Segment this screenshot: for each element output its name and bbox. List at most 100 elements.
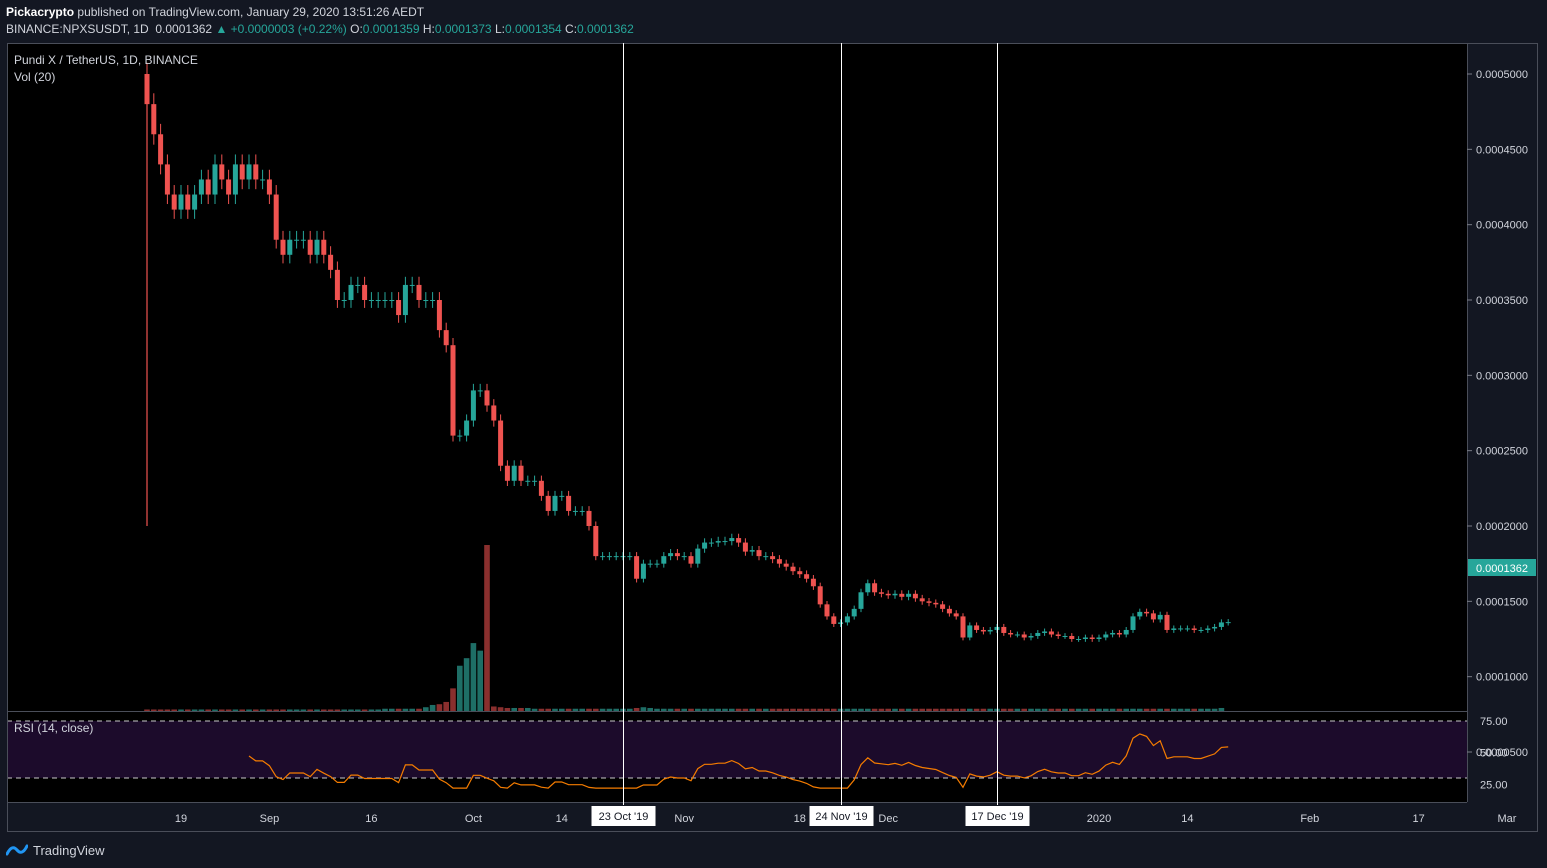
publish-line: Pickacrypto published on TradingView.com… <box>6 4 1536 21</box>
volume-bar <box>531 708 538 711</box>
candle-body <box>572 510 578 512</box>
candle-body <box>600 556 606 558</box>
candle-body <box>1055 634 1061 636</box>
candle-body <box>566 495 572 511</box>
candle-body <box>634 556 640 579</box>
volume-bar <box>198 709 205 711</box>
candle-body <box>742 542 748 552</box>
volume-bars <box>144 545 1225 711</box>
volume-bar <box>1184 708 1191 711</box>
volume-bar <box>763 708 769 711</box>
candles <box>144 62 1231 642</box>
volume-bar <box>1157 708 1163 711</box>
volume-bar <box>640 707 647 711</box>
main-pane-bg <box>7 43 1467 711</box>
volume-bar <box>967 708 973 711</box>
candle-body <box>940 604 946 609</box>
volume-bar <box>960 708 966 711</box>
candle-body <box>307 239 313 255</box>
candle-body <box>443 330 449 346</box>
candle-body <box>926 601 932 603</box>
volume-bar <box>1143 708 1150 711</box>
candle-body <box>430 300 436 301</box>
time-axis-label: 18 <box>794 813 806 825</box>
volume-bar <box>599 708 606 711</box>
ohlc-line: BINANCE:NPXSUSDT, 1D 0.0001362 ▲ +0.0000… <box>6 21 1536 38</box>
rsi-label: RSI (14, close) <box>14 721 93 735</box>
candle-body <box>695 548 701 564</box>
candle-body <box>729 538 735 542</box>
rsi-band <box>7 721 1467 778</box>
candle-body <box>484 390 490 406</box>
marker-label-bg <box>809 806 874 826</box>
volume-bar <box>293 709 300 711</box>
volume-bar <box>797 708 803 711</box>
volume-bar <box>259 709 266 711</box>
volume-bar <box>443 701 449 711</box>
volume-bar <box>824 708 830 711</box>
marker-labels: 23 Oct '19 24 Nov '19 17 Dec '19 <box>591 806 1030 826</box>
author-name[interactable]: Pickacrypto <box>6 5 75 19</box>
open-value: 0.0001359 <box>362 22 420 36</box>
volume-bar <box>402 708 409 711</box>
candle-body <box>409 284 415 286</box>
candle-body <box>1076 639 1082 640</box>
candle-body <box>899 593 905 597</box>
volume-bar <box>756 708 762 711</box>
volume-bar <box>341 709 347 711</box>
candle-body <box>817 586 823 605</box>
volume-bar <box>1191 708 1197 711</box>
candle-body <box>1008 632 1014 635</box>
volume-bar <box>939 708 946 711</box>
candle-body <box>1205 628 1211 630</box>
volume-bar <box>701 708 708 711</box>
candle-body <box>341 300 347 301</box>
last-price: 0.0001362 <box>155 22 213 36</box>
volume-bar <box>674 708 681 711</box>
time-axis-label: 19 <box>175 813 187 825</box>
candle-body <box>321 239 327 255</box>
candle-body <box>280 239 286 255</box>
candle-body <box>1184 628 1190 630</box>
candle-body <box>545 495 551 511</box>
candle-body <box>205 179 211 195</box>
candle-body <box>504 465 510 481</box>
tradingview-logo-icon <box>6 844 28 856</box>
price-axis-label: 0.0002500 <box>1476 446 1528 458</box>
volume-bar <box>1062 708 1068 711</box>
volume-bar <box>946 708 953 711</box>
volume-bar <box>681 708 687 711</box>
footer-brand[interactable]: TradingView <box>33 842 105 858</box>
volume-bar <box>919 708 925 711</box>
volume-bar <box>157 709 164 711</box>
candle-body <box>960 616 966 638</box>
candle-body <box>1110 632 1116 635</box>
candle-body <box>967 625 973 638</box>
volume-bar <box>280 709 286 711</box>
price-axis-label: 0.0003000 <box>1476 370 1528 382</box>
candle-body <box>872 583 878 593</box>
candle-body <box>640 563 646 579</box>
volume-bar <box>1116 708 1123 711</box>
volume-bar <box>1028 708 1034 711</box>
volume-bar <box>899 708 905 711</box>
volume-bar <box>722 708 728 711</box>
candle-body <box>328 254 334 270</box>
rsi-axis-label: 50.00 <box>1480 748 1508 760</box>
candle-body <box>239 164 245 180</box>
candle-body <box>368 300 374 301</box>
candle-body <box>355 284 361 286</box>
volume-bar <box>688 708 694 711</box>
volume-bar <box>300 709 307 711</box>
candle-body <box>538 480 544 496</box>
volume-bar <box>851 708 857 711</box>
candle-body <box>763 556 769 558</box>
candle-body <box>919 598 925 602</box>
volume-bar <box>525 707 531 711</box>
candle-body <box>749 550 755 552</box>
volume-bar <box>606 708 613 711</box>
candle-body <box>953 613 959 617</box>
candle-body <box>1137 611 1143 617</box>
candle-body <box>1178 628 1184 630</box>
